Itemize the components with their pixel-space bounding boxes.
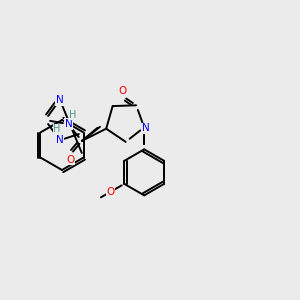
Text: N: N — [56, 95, 64, 105]
Text: N: N — [56, 135, 64, 145]
Text: O: O — [106, 187, 115, 197]
Text: N: N — [142, 123, 150, 134]
Text: O: O — [66, 154, 74, 165]
Text: H: H — [69, 110, 76, 120]
Text: O: O — [119, 86, 127, 96]
Text: H: H — [53, 124, 61, 134]
Text: N: N — [65, 119, 73, 129]
